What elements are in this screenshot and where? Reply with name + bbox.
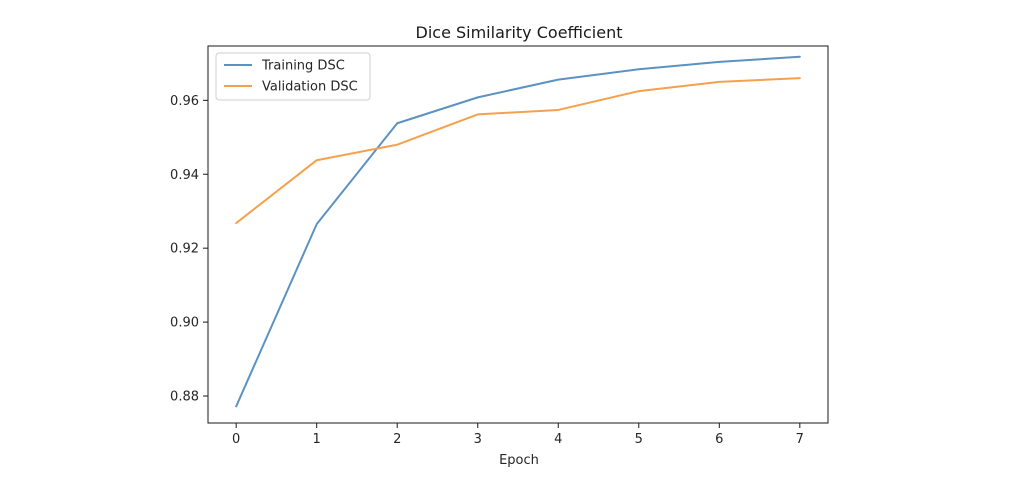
x-axis: 0 1 2 3 4 5 6 7 <box>232 423 804 447</box>
x-tick-label: 0 <box>232 432 240 447</box>
legend-box <box>215 52 371 101</box>
y-tick-label: 0.88 <box>170 390 199 405</box>
legend: Training DSC Validation DSC <box>215 52 371 101</box>
x-tick-label: 6 <box>715 432 723 447</box>
chart-title: Dice Similarity Coefficient <box>416 23 623 42</box>
x-tick-label: 5 <box>635 432 643 447</box>
y-axis: 0.88 0.90 0.92 0.94 0.96 <box>170 94 208 405</box>
y-tick-label: 0.96 <box>170 94 199 109</box>
x-tick-label: 1 <box>313 432 321 447</box>
y-tick-label: 0.94 <box>170 168 199 183</box>
legend-label: Training DSC <box>261 59 345 74</box>
y-tick-label: 0.90 <box>170 316 199 331</box>
x-tick-label: 3 <box>474 432 482 447</box>
plot-area-frame <box>207 45 829 424</box>
y-tick-label: 0.92 <box>170 242 199 257</box>
x-tick-label: 4 <box>554 432 562 447</box>
x-tick-label: 2 <box>393 432 401 447</box>
x-axis-label: Epoch <box>499 453 539 468</box>
legend-label: Validation DSC <box>262 80 358 95</box>
series-line-training <box>235 55 801 408</box>
series-lines <box>235 55 801 408</box>
series-line-validation <box>235 77 801 225</box>
x-tick-label: 7 <box>796 432 804 447</box>
